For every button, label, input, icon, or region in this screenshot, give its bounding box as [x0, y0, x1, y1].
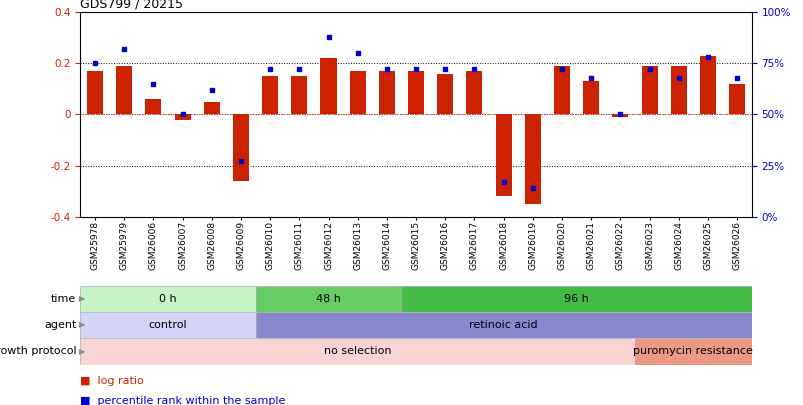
Bar — [408, 71, 423, 115]
Text: agent: agent — [44, 320, 76, 330]
Bar — [699, 55, 715, 115]
Bar — [255, 312, 751, 338]
Bar — [116, 66, 132, 115]
Text: ▶: ▶ — [79, 320, 85, 330]
Bar — [670, 66, 686, 115]
Bar — [495, 115, 511, 196]
Text: 0 h: 0 h — [159, 294, 177, 304]
Bar — [524, 115, 540, 204]
Text: 48 h: 48 h — [316, 294, 340, 304]
Text: ■  percentile rank within the sample: ■ percentile rank within the sample — [80, 396, 285, 405]
Text: 96 h: 96 h — [564, 294, 589, 304]
Bar — [634, 338, 751, 365]
Bar — [262, 76, 278, 115]
Bar — [553, 66, 569, 115]
Bar — [80, 286, 255, 312]
Bar — [612, 115, 628, 117]
Text: GDS799 / 20215: GDS799 / 20215 — [80, 0, 183, 11]
Text: time: time — [51, 294, 76, 304]
Bar — [466, 71, 482, 115]
Bar — [203, 102, 219, 115]
Bar — [378, 71, 394, 115]
Bar — [80, 338, 634, 365]
Bar — [255, 286, 401, 312]
Text: growth protocol: growth protocol — [0, 346, 76, 356]
Bar — [291, 76, 307, 115]
Text: retinoic acid: retinoic acid — [469, 320, 537, 330]
Bar — [641, 66, 657, 115]
Bar — [87, 71, 103, 115]
Text: ▶: ▶ — [79, 294, 85, 303]
Bar — [145, 99, 161, 115]
Bar — [437, 74, 453, 115]
Bar — [401, 286, 751, 312]
Bar — [349, 71, 365, 115]
Text: puromycin resistance: puromycin resistance — [633, 346, 752, 356]
Bar — [320, 58, 336, 115]
Text: control: control — [149, 320, 187, 330]
Bar — [728, 84, 744, 115]
Bar — [582, 81, 598, 115]
Bar — [233, 115, 249, 181]
Text: ■  log ratio: ■ log ratio — [80, 376, 144, 386]
Bar — [174, 115, 190, 119]
Text: ▶: ▶ — [79, 347, 85, 356]
Bar — [80, 312, 255, 338]
Text: no selection: no selection — [324, 346, 391, 356]
